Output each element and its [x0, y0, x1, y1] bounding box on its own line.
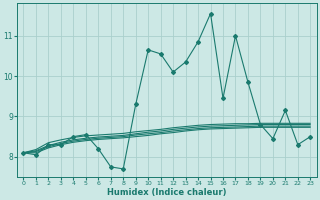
X-axis label: Humidex (Indice chaleur): Humidex (Indice chaleur): [107, 188, 227, 197]
